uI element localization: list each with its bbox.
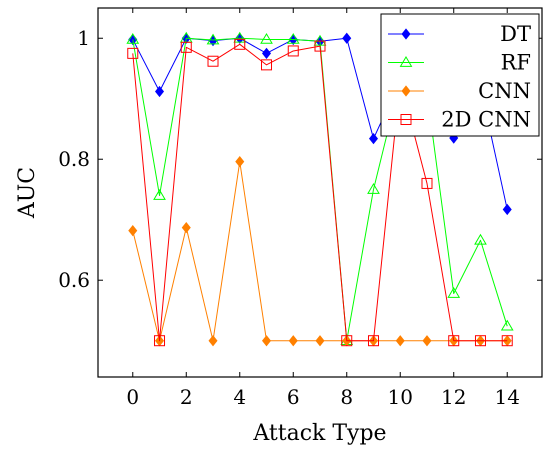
legend-label: RF: [501, 51, 531, 75]
data-point-2d-cnn: [448, 335, 460, 347]
data-point-rf: [233, 31, 247, 43]
data-point-rf: [447, 287, 461, 298]
data-point-2d-cnn: [341, 335, 353, 347]
data-point-2d-cnn: [367, 335, 379, 347]
plot-frame: [97, 7, 543, 378]
y-axis: 0.6 0.8 1: [58, 26, 542, 292]
data-point-cnn: [422, 335, 432, 347]
data-point-rf: [206, 33, 220, 45]
data-point-cnn: [315, 335, 325, 347]
x-tick-label: 0: [126, 385, 139, 409]
data-point-rf: [313, 34, 327, 46]
data-point-dt: [261, 47, 272, 60]
data-point-cnn: [261, 335, 272, 347]
x-axis: 0 2 4 6 8 10 12 14: [126, 8, 520, 409]
legend-swatch-marker: [401, 85, 411, 97]
x-tick-label: 8: [340, 385, 353, 409]
legend-swatch-marker: [399, 56, 413, 67]
data-point-2d-cnn: [261, 59, 273, 71]
data-point-cnn: [128, 224, 138, 237]
series-line-2d-cnn: [132, 43, 508, 342]
data-point-2d-cnn: [287, 45, 299, 57]
data-point-2d-cnn: [234, 38, 246, 50]
data-point-rf: [126, 32, 140, 44]
x-tick-label: 12: [441, 385, 466, 409]
x-axis-label: Attack Type: [252, 421, 386, 446]
legend-label: 2D CNN: [441, 108, 531, 132]
y-tick-label: 0.8: [58, 147, 90, 171]
data-point-cnn: [208, 335, 218, 347]
legend-label: CNN: [478, 79, 531, 103]
data-point-dt: [368, 133, 379, 145]
x-tick-label: 2: [180, 385, 193, 409]
series-cnn: [128, 156, 512, 347]
y-tick-label: 0.6: [58, 268, 90, 292]
legend-item-rf: RF: [388, 51, 531, 75]
legend-item-dt: DT: [388, 22, 531, 46]
data-point-2d-cnn: [421, 177, 433, 189]
data-point-2d-cnn: [180, 41, 192, 53]
data-point-dt: [342, 32, 352, 44]
plot-area: [126, 31, 514, 347]
data-point-cnn: [288, 335, 298, 347]
y-tick-label: 1: [77, 26, 90, 50]
x-tick-label: 14: [495, 385, 520, 409]
legend-label: DT: [500, 22, 531, 46]
legend: DT RF CNN 2D CNN: [380, 13, 540, 137]
legend-item-2d-cnn: 2D CNN: [388, 108, 531, 132]
legend-swatch-marker: [401, 28, 411, 40]
data-point-dt: [502, 203, 512, 216]
data-point-2d-cnn: [127, 47, 139, 59]
data-point-cnn: [235, 156, 245, 168]
series-2d-cnn: [127, 38, 513, 347]
data-point-rf: [153, 189, 166, 200]
legend-box: [380, 13, 540, 137]
data-point-2d-cnn: [314, 40, 326, 52]
data-point-2d-cnn: [501, 335, 513, 347]
y-axis-label: AUC: [15, 167, 40, 219]
x-tick-label: 6: [287, 385, 300, 409]
x-tick-label: 4: [233, 385, 246, 409]
data-point-cnn: [181, 221, 191, 234]
legend-item-cnn: CNN: [388, 79, 531, 103]
x-tick-label: 10: [388, 385, 413, 409]
data-point-2d-cnn: [207, 55, 219, 67]
data-point-rf: [367, 182, 380, 194]
series-line-cnn: [132, 161, 508, 342]
data-point-2d-cnn: [474, 335, 486, 347]
data-point-rf: [500, 319, 514, 331]
legend-swatch-marker: [400, 114, 412, 125]
data-point-rf: [474, 233, 487, 245]
data-point-cnn: [395, 335, 405, 347]
data-point-rf: [260, 32, 273, 44]
data-point-dt: [155, 85, 165, 98]
data-point-2d-cnn: [154, 335, 166, 347]
data-point-rf: [286, 32, 300, 44]
